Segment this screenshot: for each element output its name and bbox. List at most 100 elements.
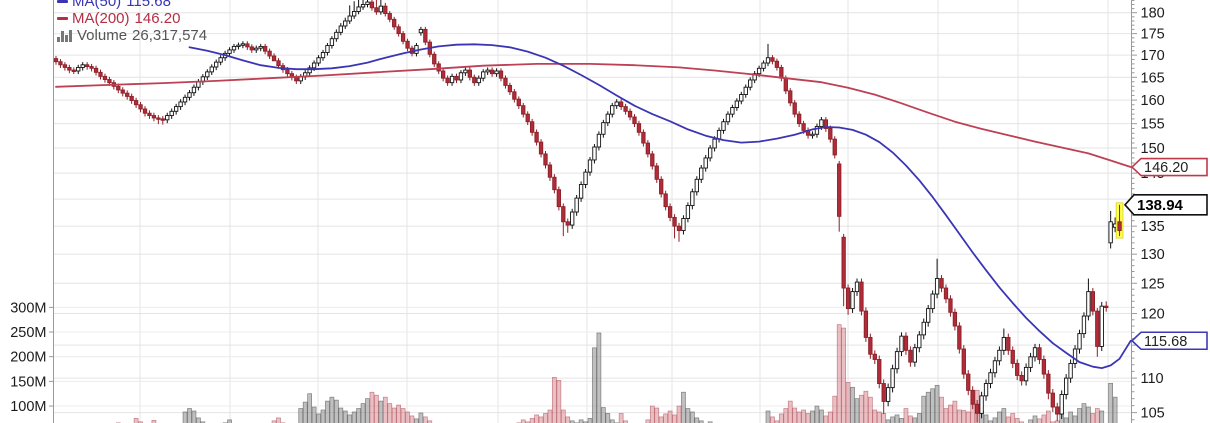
candle-body [173,106,179,112]
volume-bar [983,414,989,423]
candle-body [147,112,152,117]
candle-body [1099,305,1104,347]
candle-body [441,70,446,79]
candle-body [966,373,971,391]
volume-bar [138,421,143,423]
candle-body [970,389,975,405]
candle-body [463,69,468,74]
candle-body [245,43,250,48]
candle-body [797,113,802,125]
candle-body [743,86,748,96]
candle-body [227,49,232,54]
volume-bar [1014,418,1020,423]
volume-bar [200,421,206,423]
candle-body [187,92,192,98]
volume-bar [1068,411,1073,423]
candle-body [694,178,699,193]
volume-bar [663,413,669,423]
volume-bar [1094,408,1100,423]
volume-layer [115,324,1118,423]
candle-body [481,71,486,79]
candle-body [801,123,806,131]
candle-body [472,76,477,84]
volume-bar [921,395,927,423]
volume-bar [600,407,606,423]
volume-bar [334,399,339,423]
candle-body [623,106,628,112]
candle-body [650,153,655,167]
candle-body [445,77,450,84]
legend-ma200[interactable]: MA(200) 146.20 [57,10,207,27]
ma50-line-icon [57,0,68,3]
volume-bar [796,411,802,423]
volume-bar [689,411,695,423]
candle-body [1010,349,1015,364]
volume-bar [1112,396,1118,423]
volume-bar [899,418,904,423]
candle-body [774,60,780,68]
candle-body [712,138,717,149]
candle-body [627,110,633,118]
candle-body [899,335,904,353]
candle-body [516,98,521,107]
volume-axis-label: 300M [10,300,46,316]
volume-bar [645,419,651,423]
legend-volume[interactable]: Volume 26,317,574 [57,27,207,44]
volume-bar [391,407,397,423]
candle-body [1077,333,1082,350]
candle-body [62,64,68,68]
candle-body [614,101,619,107]
candle-body [552,176,557,191]
candle-body [1015,362,1020,376]
candle-body [454,75,459,81]
candle-body [636,123,642,133]
candle-body [107,79,112,84]
legend-ma50[interactable]: MA(50) 115.68 [57,0,207,10]
candle-body [667,206,673,218]
volume-bar [298,408,304,423]
candle-body [699,167,704,180]
candle-body [240,43,246,46]
candle-body [823,119,829,129]
candle-body [76,66,81,72]
candle-body [98,71,103,77]
candle-body [151,115,157,119]
candle-body [690,191,695,207]
candle-body [779,66,784,79]
candle-body [578,184,584,199]
candle-body [93,67,99,73]
candle-body [142,108,148,114]
volume-label: Volume [77,27,128,44]
candle-body [952,311,958,327]
candle-body [788,90,793,104]
volume-bar [841,327,847,423]
candle-body [320,52,326,59]
candle-body [961,348,966,375]
volume-bar [943,408,949,423]
price-callouts-layer: 146.20 138.94 115.68 [1123,157,1208,351]
candle-body [1117,221,1122,232]
price-axis-label: 160 [1141,93,1165,109]
candle-body [1068,362,1073,379]
candle-body [254,47,259,51]
volume-bar [1045,410,1051,423]
volume-bar [925,391,931,423]
candle-body [926,308,931,323]
candle-body [307,67,312,74]
volume-bar [400,408,406,423]
candle-body [507,84,513,93]
volume-bar [707,421,713,423]
candle-body [116,85,121,91]
candle-body [214,61,219,68]
volume-bar [1028,419,1033,423]
candle-body [903,335,909,351]
candle-body [850,291,855,310]
candle-body [783,77,788,92]
candle-body [556,189,562,208]
volume-bar [191,410,197,423]
candle-body [765,57,771,64]
candle-body [810,133,815,137]
price-callout [1130,157,1208,177]
